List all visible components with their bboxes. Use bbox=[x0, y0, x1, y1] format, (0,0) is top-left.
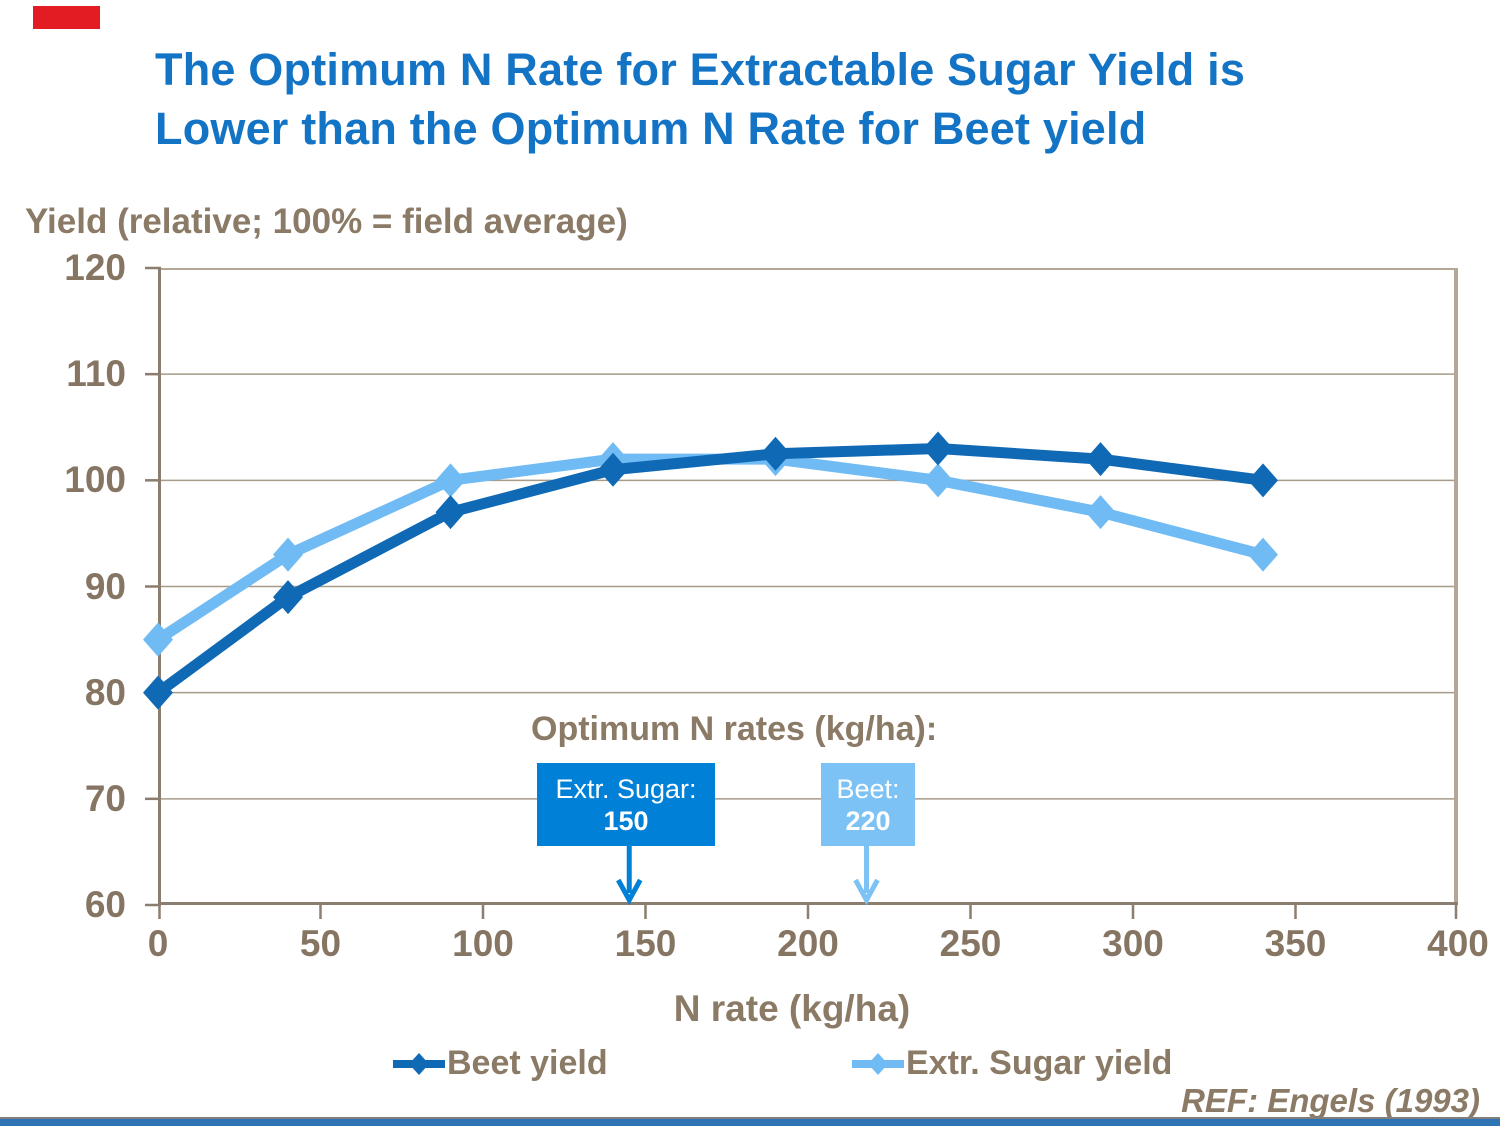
red-accent-mark bbox=[33, 6, 100, 29]
annotation-heading: Optimum N rates (kg/ha): bbox=[531, 710, 938, 748]
title-line-1: The Optimum N Rate for Extractable Sugar… bbox=[155, 44, 1246, 95]
legend-label-beet-yield: Beet yield bbox=[447, 1044, 608, 1082]
x-tick-label: 250 bbox=[939, 923, 1002, 964]
x-tick-label: 50 bbox=[299, 923, 342, 964]
y-tick-label: 60 bbox=[84, 884, 126, 925]
extr-sugar-yield-series bbox=[143, 442, 1278, 657]
x-tick-label: 0 bbox=[147, 923, 169, 964]
extr-sugar-yield-legend-marker-icon bbox=[852, 1052, 904, 1075]
annotation-box-beet: Beet: 220 bbox=[821, 763, 915, 846]
optimum-arrow-beet bbox=[853, 846, 880, 906]
y-tick-label: 120 bbox=[64, 247, 126, 288]
annotation-box-extr-sugar-value: 150 bbox=[603, 805, 649, 836]
y-tick-label: 110 bbox=[66, 353, 126, 395]
x-tick-label: 150 bbox=[614, 923, 677, 964]
x-tick-label: 300 bbox=[1102, 923, 1164, 964]
x-tick-label: 100 bbox=[452, 923, 514, 964]
x-tick-label: 200 bbox=[777, 923, 839, 964]
x-tick-label: 400 bbox=[1427, 923, 1489, 964]
page-title: The Optimum N Rate for Extractable Sugar… bbox=[155, 40, 1435, 158]
annotation-box-beet-label: Beet: bbox=[836, 773, 900, 804]
beet-yield-series bbox=[143, 431, 1278, 710]
annotation-box-beet-value: 220 bbox=[845, 805, 891, 836]
axis-lines bbox=[145, 266, 1458, 919]
beet-yield-legend-marker-icon bbox=[393, 1052, 445, 1075]
title-line-2: Lower than the Optimum N Rate for Beet y… bbox=[155, 103, 1147, 154]
legend-item-extr-sugar-yield: Extr. Sugar yield bbox=[852, 1044, 1172, 1083]
legend-label-extr-sugar-yield: Extr. Sugar yield bbox=[906, 1044, 1173, 1082]
annotation-box-extr-sugar-label: Extr. Sugar: bbox=[555, 773, 697, 804]
chart-canvas bbox=[143, 266, 1458, 919]
x-tick-label: 350 bbox=[1264, 923, 1327, 964]
y-tick-label: 70 bbox=[84, 777, 126, 819]
reference-text: REF: Engels (1993) bbox=[1181, 1082, 1480, 1119]
x-axis-title: N rate (kg/ha) bbox=[673, 988, 911, 1029]
y-tick-label: 80 bbox=[84, 671, 126, 713]
optimum-arrow-extr-sugar bbox=[616, 846, 643, 906]
y-tick-label: 90 bbox=[84, 565, 126, 607]
annotation-box-extr-sugar: Extr. Sugar: 150 bbox=[537, 763, 715, 846]
y-axis-header: Yield (relative; 100% = field average) bbox=[25, 202, 628, 241]
plot-area bbox=[143, 266, 1458, 919]
legend-item-beet-yield: Beet yield bbox=[393, 1044, 608, 1083]
bottom-accent-bar bbox=[0, 1117, 1500, 1126]
y-tick-label: 100 bbox=[64, 459, 126, 501]
